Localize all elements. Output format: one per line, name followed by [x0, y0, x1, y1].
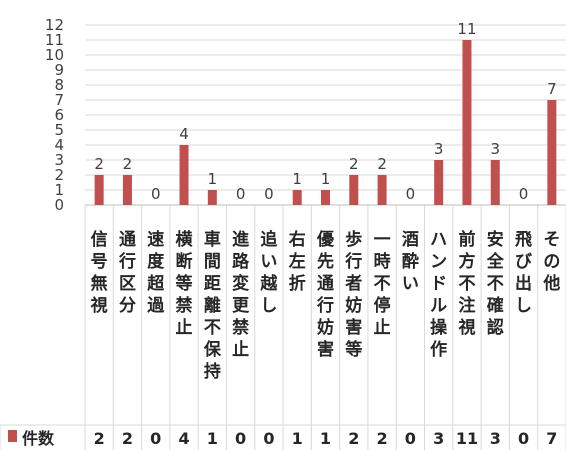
data-label: 0: [236, 185, 246, 203]
bar: [207, 190, 217, 205]
category-label: 安全不確認: [486, 229, 505, 338]
bar: [490, 160, 500, 205]
bar: [349, 175, 359, 205]
data-label: 2: [377, 155, 387, 173]
bar: [434, 160, 444, 205]
table-value: 1: [207, 429, 218, 448]
bar: [377, 175, 387, 205]
data-label: 2: [349, 155, 359, 173]
data-label: 2: [94, 155, 104, 173]
data-table: 件数 2 2 0 4 1 0 0 1 1 2 2 0 3 11 3 0 7: [8, 429, 557, 448]
category-label: 車間距離不保持: [203, 229, 222, 382]
table-value: 2: [348, 429, 359, 448]
data-label: 4: [179, 125, 189, 143]
table-value: 3: [490, 429, 501, 448]
y-tick-label: 11: [45, 31, 64, 49]
category-labels: 信号無視通行区分速度超過横断等禁止車間距離不保持進路変更禁止追い越し右左折優先通…: [90, 229, 561, 382]
table-value: 2: [377, 429, 388, 448]
bars: [94, 40, 557, 205]
y-tick-label: 10: [45, 46, 64, 64]
y-tick-label: 2: [54, 166, 64, 184]
table-value: 1: [292, 429, 303, 448]
y-tick-label: 8: [54, 76, 64, 94]
table-value: 2: [122, 429, 133, 448]
data-label: 1: [292, 170, 302, 188]
category-label: 酒酔い: [402, 229, 419, 294]
category-label: 速度超過: [147, 229, 165, 316]
category-label: 一時不停止: [374, 230, 391, 338]
data-label: 7: [547, 80, 557, 98]
table-value: 0: [405, 429, 416, 448]
category-label: その他: [542, 230, 560, 294]
bar: [94, 175, 104, 205]
category-label: 追い越し: [259, 229, 278, 316]
y-tick-label: 12: [45, 16, 64, 34]
category-label: 優先通行妨害: [316, 229, 335, 360]
y-tick-label: 7: [54, 91, 64, 109]
table-value: 3: [433, 429, 444, 448]
table-value: 1: [320, 429, 331, 448]
y-tick-label: 4: [54, 136, 64, 154]
gridlines: [0, 24, 566, 450]
category-label: 右左折: [289, 229, 306, 294]
category-label: ハンドル操作: [430, 230, 447, 360]
data-label: 3: [490, 140, 500, 158]
data-label: 0: [264, 185, 274, 203]
y-tick-label: 9: [54, 61, 64, 79]
table-value: 7: [546, 429, 557, 448]
category-label: 通行区分: [118, 230, 136, 316]
table-value: 0: [518, 429, 529, 448]
data-label: 0: [406, 185, 416, 203]
y-tick-label: 1: [54, 181, 64, 199]
bar: [321, 190, 330, 205]
bar: [462, 40, 472, 205]
bar: [292, 190, 302, 205]
data-label: 0: [519, 185, 529, 203]
category-label: 飛び出し: [514, 230, 532, 316]
table-value: 11: [456, 429, 478, 448]
y-tick-label: 0: [54, 196, 64, 214]
table-value: 0: [150, 429, 161, 448]
table-value: 2: [94, 429, 105, 448]
data-label: 1: [321, 170, 331, 188]
category-label: 信号無視: [90, 229, 108, 316]
y-tick-label: 6: [54, 106, 64, 124]
table-value: 4: [178, 429, 189, 448]
bar: [179, 145, 189, 205]
bar: [122, 175, 132, 205]
table-value: 0: [235, 429, 246, 448]
data-label: 3: [434, 140, 444, 158]
data-label: 0: [151, 185, 161, 203]
category-label: 前方不注視: [457, 229, 475, 338]
y-tick-label: 5: [54, 121, 64, 139]
table-series-name: 件数: [22, 429, 55, 448]
legend-key: [8, 430, 17, 442]
bar: [547, 100, 557, 205]
category-label: 進路変更禁止: [232, 230, 250, 360]
table-value: 0: [263, 429, 274, 448]
data-label: 2: [123, 155, 133, 173]
y-tick-label: 3: [54, 151, 64, 169]
category-label: 歩行者妨害等: [344, 229, 362, 360]
data-label: 1: [208, 170, 218, 188]
data-label: 11: [457, 20, 476, 38]
category-label: 横断等禁止: [176, 229, 193, 338]
